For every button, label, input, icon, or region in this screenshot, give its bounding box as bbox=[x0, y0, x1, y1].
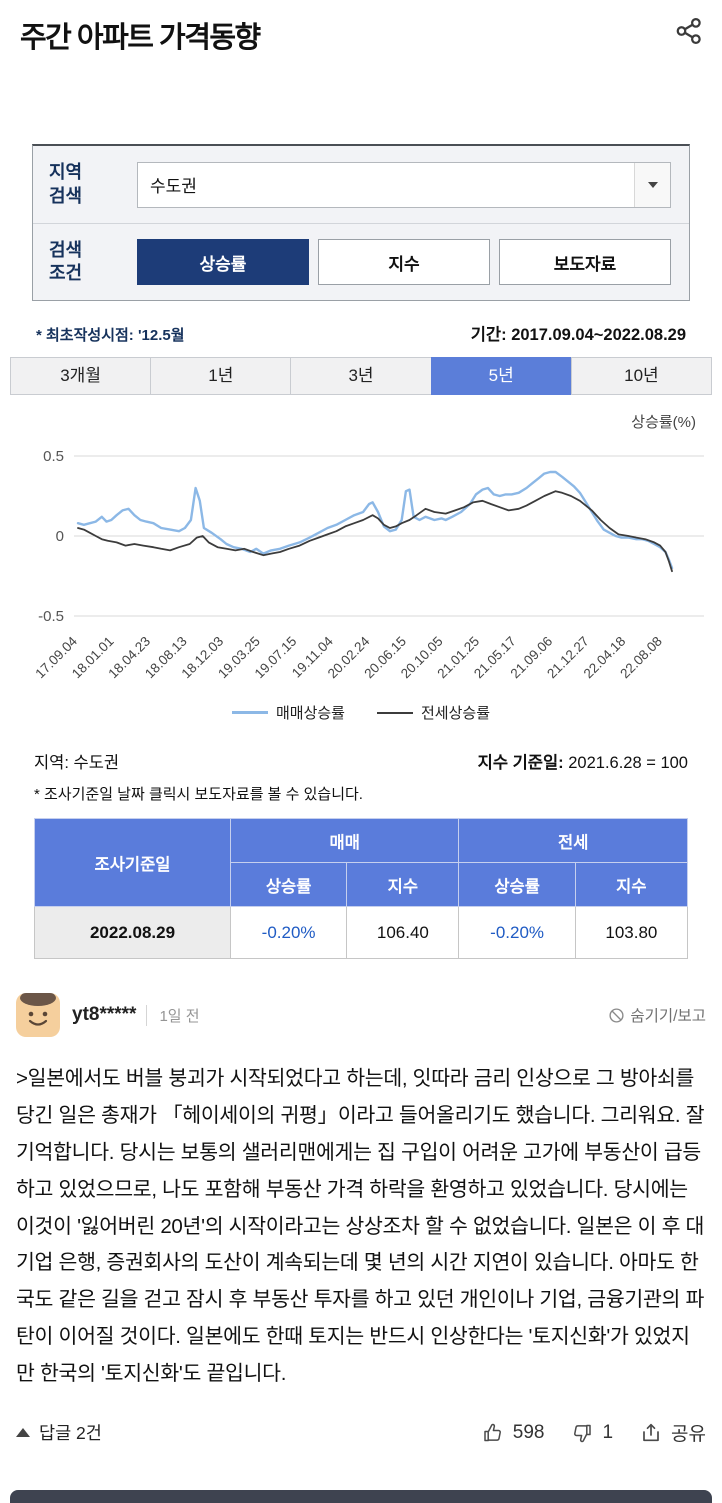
table-note: * 조사기준일 날짜 클릭시 보도자료를 볼 수 있습니다. bbox=[34, 786, 363, 803]
filter-panel: 지역 검색 수도권 검색 조건 상승률 지수 보도자료 bbox=[32, 144, 690, 301]
share-icon[interactable] bbox=[674, 14, 704, 51]
thumbs-down-icon bbox=[574, 1424, 592, 1442]
search-condition-row: 검색 조건 상승률 지수 보도자료 bbox=[33, 223, 689, 300]
table-row: 2022.08.29 -0.20% 106.40 -0.20% 103.80 bbox=[34, 906, 689, 959]
legend-sale-label: 매매상승률 bbox=[275, 705, 345, 722]
like-count: 598 bbox=[512, 1421, 545, 1443]
y-tick-label: -0.5 bbox=[38, 608, 64, 625]
comment-body: >일본에서도 버블 붕괴가 시작되었다고 하는데, 잇따라 금리 인상으로 그 … bbox=[16, 1067, 705, 1386]
period-value: 2017.09.04~2022.08.29 bbox=[511, 326, 686, 344]
comment-username: yt8***** bbox=[72, 1004, 137, 1025]
col-jeonse-rate: 상승률 bbox=[458, 862, 576, 907]
share-nodes-icon bbox=[676, 18, 701, 44]
press-release-button[interactable]: 보도자료 bbox=[499, 239, 671, 285]
index-base-info: 지수 기준일: 2021.6.28 = 100 bbox=[478, 749, 688, 773]
chevron-down-icon bbox=[634, 162, 670, 207]
tab-3months[interactable]: 3개월 bbox=[10, 357, 152, 395]
search-condition-label-text: 검색 조건 bbox=[49, 239, 83, 283]
series-line-jeonse bbox=[77, 490, 673, 573]
y-tick-label: 0 bbox=[56, 528, 64, 545]
legend-item-sale: 매매상승률 bbox=[231, 702, 345, 723]
sale-rate-cell: -0.20% bbox=[229, 906, 348, 959]
region-search-label-text: 지역 검색 bbox=[49, 162, 83, 206]
page-header: 주간 아파트 가격동향 bbox=[0, 0, 722, 56]
upload-share-icon bbox=[643, 1423, 659, 1441]
col-jeonse-index: 지수 bbox=[574, 862, 689, 907]
sale-index-cell: 106.40 bbox=[346, 906, 460, 959]
hide-report-label: 숨기기/보고 bbox=[630, 1008, 706, 1025]
prohibition-icon bbox=[609, 1007, 624, 1023]
comment-timestamp: 1일 전 bbox=[146, 1004, 200, 1026]
meta-row: * 최초작성시점: '12.5월 기간: 2017.09.04~2022.08.… bbox=[36, 321, 686, 345]
comment-footer: 답글 2건 598 1 공유 bbox=[16, 1419, 706, 1446]
search-condition-label: 검색 조건 bbox=[33, 239, 137, 286]
col-sale-index: 지수 bbox=[346, 862, 460, 907]
region-info: 지역: 수도권 bbox=[34, 754, 120, 772]
chart-section: 상승률(%) 0.5 0 -0.5 17.09.04 18.01.01 18.04.23 1… bbox=[0, 411, 722, 723]
col-group-sale: 매매 bbox=[229, 818, 460, 863]
col-survey-date: 조사기준일 bbox=[34, 818, 231, 907]
share-label: 공유 bbox=[671, 1424, 706, 1446]
dislike-button[interactable]: 1 bbox=[570, 1421, 613, 1445]
trend-chart: 0.50-0.517.09.0418.01.0118.04.2318.08.13… bbox=[32, 448, 704, 681]
col-sale-rate: 상승률 bbox=[229, 862, 348, 907]
price-table: 조사기준일 매매 전세 상승률 지수 상승률 지수 2022.08.29 -0.… bbox=[34, 818, 689, 959]
legend-item-jeonse: 전세상승률 bbox=[377, 702, 490, 723]
sale-line-swatch bbox=[231, 711, 268, 714]
period-text: 기간: 2017.09.04~2022.08.29 bbox=[471, 321, 686, 345]
thumbs-up-icon bbox=[484, 1423, 501, 1441]
bottom-sheet-edge bbox=[10, 1490, 712, 1503]
chart-legend: 매매상승률 전세상승률 bbox=[0, 702, 722, 723]
index-base-label: 지수 기준일: bbox=[477, 754, 564, 772]
index-base-value: 2021.6.28 = 100 bbox=[568, 754, 688, 772]
chart-y-unit-label: 상승률(%) bbox=[631, 414, 696, 431]
avatar bbox=[16, 993, 60, 1037]
first-written-note: * 최초작성시점: '12.5월 bbox=[36, 327, 185, 344]
condition-buttons: 상승률 지수 보도자료 bbox=[137, 224, 689, 300]
page-title: 주간 아파트 가격동향 bbox=[20, 22, 261, 54]
region-select-value: 수도권 bbox=[150, 177, 197, 196]
series-line-sale bbox=[76, 470, 674, 570]
index-button[interactable]: 지수 bbox=[318, 239, 490, 285]
reply-toggle-button[interactable]: 답글 2건 bbox=[16, 1420, 102, 1445]
tab-10years[interactable]: 10년 bbox=[570, 357, 713, 395]
like-button[interactable]: 598 bbox=[481, 1421, 545, 1445]
jeonse-rate-cell: -0.20% bbox=[458, 906, 576, 959]
dislike-count: 1 bbox=[602, 1421, 614, 1443]
collapse-triangle-icon bbox=[16, 1428, 30, 1438]
jeonse-index-cell: 103.80 bbox=[574, 906, 689, 959]
comment-header: yt8***** 1일 전 숨기기/보고 bbox=[16, 993, 706, 1037]
share-button[interactable]: 공유 bbox=[639, 1419, 706, 1446]
region-search-row: 지역 검색 수도권 bbox=[33, 146, 689, 223]
region-search-label: 지역 검색 bbox=[33, 161, 137, 208]
tab-3years[interactable]: 3년 bbox=[290, 357, 432, 395]
avatar-face-icon bbox=[16, 993, 60, 1037]
y-tick-label: 0.5 bbox=[43, 448, 64, 465]
reply-count-label: 답글 2건 bbox=[39, 1423, 102, 1444]
col-group-jeonse: 전세 bbox=[458, 818, 688, 863]
region-select[interactable]: 수도권 bbox=[137, 161, 671, 208]
jeonse-line-swatch bbox=[377, 711, 413, 714]
rate-button[interactable]: 상승률 bbox=[137, 239, 309, 285]
period-label: 기간: bbox=[470, 326, 507, 344]
tab-1year[interactable]: 1년 bbox=[150, 357, 292, 395]
reaction-bar: 598 1 공유 bbox=[481, 1419, 706, 1446]
info-row: 지역: 수도권 지수 기준일: 2021.6.28 = 100 bbox=[34, 749, 688, 773]
hide-report-button[interactable]: 숨기기/보고 bbox=[608, 1004, 706, 1026]
legend-jeonse-label: 전세상승률 bbox=[421, 705, 491, 722]
tab-5years[interactable]: 5년 bbox=[430, 357, 572, 395]
survey-date-cell[interactable]: 2022.08.29 bbox=[34, 906, 231, 959]
region-search-content: 수도권 bbox=[137, 147, 689, 223]
comment: yt8***** 1일 전 숨기기/보고 >일본에서도 버블 붕괴가 시작되었다… bbox=[16, 993, 706, 1446]
range-tabs: 3개월 1년 3년 5년 10년 bbox=[10, 357, 713, 395]
